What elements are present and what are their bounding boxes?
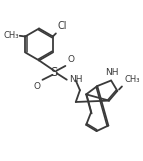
Text: S: S: [51, 66, 58, 79]
Text: O: O: [67, 55, 75, 64]
Text: NH: NH: [105, 68, 119, 77]
Text: CH₃: CH₃: [3, 31, 19, 40]
Text: NH: NH: [69, 75, 83, 84]
Text: Cl: Cl: [58, 21, 67, 31]
Text: O: O: [33, 82, 40, 91]
Text: CH₃: CH₃: [124, 75, 140, 84]
